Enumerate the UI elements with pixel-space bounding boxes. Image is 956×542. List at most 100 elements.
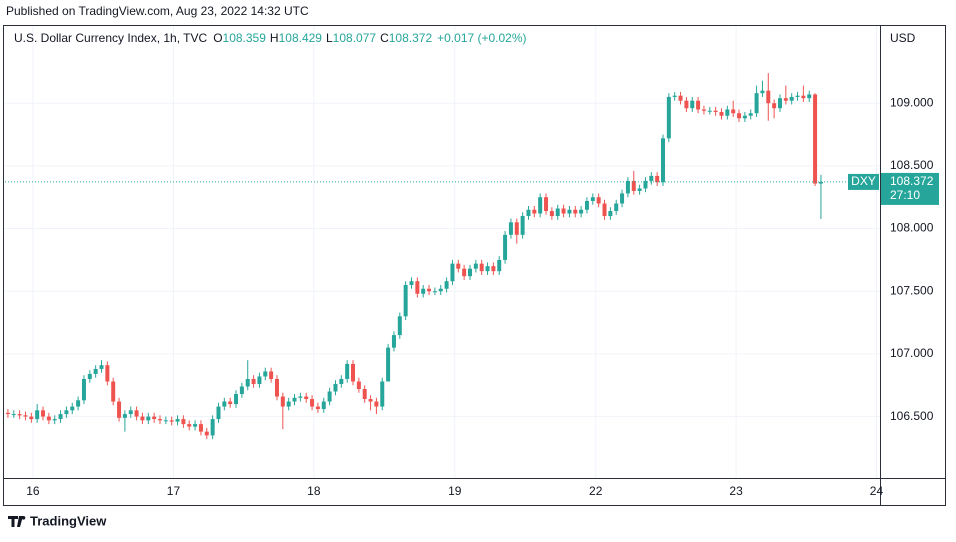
candle-body bbox=[198, 424, 203, 432]
candle-body bbox=[99, 365, 104, 369]
x-tick-label: 22 bbox=[589, 484, 603, 498]
candle-body bbox=[614, 203, 619, 212]
candle-body bbox=[146, 416, 151, 421]
candle-body bbox=[678, 95, 683, 101]
candle-body bbox=[345, 363, 350, 379]
candle-body bbox=[473, 263, 478, 269]
candle-body bbox=[538, 197, 543, 214]
candle-body bbox=[46, 416, 51, 421]
candle-body bbox=[310, 399, 315, 407]
candle-body bbox=[274, 378, 279, 397]
candle-body bbox=[690, 100, 695, 109]
candles bbox=[5, 73, 880, 440]
candle-body bbox=[754, 93, 759, 114]
symbol-label: DXY bbox=[851, 174, 876, 188]
candle-body bbox=[105, 365, 110, 382]
candle-body bbox=[532, 209, 537, 214]
candle-body bbox=[503, 234, 508, 260]
candle-body bbox=[210, 419, 215, 436]
candle-body bbox=[777, 98, 782, 109]
candle-body bbox=[672, 95, 677, 97]
header-key: L bbox=[326, 31, 333, 45]
candle-body bbox=[737, 113, 742, 119]
candle-body bbox=[403, 284, 408, 317]
candle-body bbox=[356, 381, 361, 390]
candle-body bbox=[187, 424, 192, 427]
price-label: 108.372 bbox=[890, 174, 934, 188]
y-tick-label: 108.500 bbox=[890, 158, 934, 172]
candle-body bbox=[169, 420, 174, 422]
header-title: U.S. Dollar Currency Index, 1h, TVC bbox=[14, 31, 208, 45]
candle-body bbox=[298, 396, 303, 398]
candle-body bbox=[64, 410, 69, 415]
candle-body bbox=[701, 109, 706, 111]
candle-body bbox=[35, 410, 40, 420]
candle-body bbox=[497, 259, 502, 272]
candle-body bbox=[467, 268, 472, 277]
candle-body bbox=[304, 396, 309, 400]
candle-body bbox=[421, 288, 426, 294]
candle-body bbox=[438, 288, 443, 292]
candle-body bbox=[397, 316, 402, 336]
candle-body bbox=[122, 414, 127, 418]
candle-body bbox=[163, 420, 168, 422]
candle-body bbox=[432, 291, 437, 293]
candle-body bbox=[222, 401, 227, 407]
price-tag bbox=[881, 172, 939, 205]
candle-body bbox=[427, 288, 432, 292]
candle-body bbox=[590, 197, 595, 201]
candle-body bbox=[134, 410, 139, 417]
candle-body bbox=[514, 222, 519, 235]
candle-body bbox=[269, 371, 274, 379]
candle-body bbox=[245, 378, 250, 387]
candle-body bbox=[731, 109, 736, 114]
brand-name: TradingView bbox=[30, 513, 107, 528]
candle-body bbox=[789, 96, 794, 101]
currency-label: USD bbox=[890, 31, 916, 45]
candle-body bbox=[368, 399, 373, 402]
candle-body bbox=[485, 266, 490, 272]
candle-body bbox=[707, 110, 712, 112]
candle-body bbox=[321, 401, 326, 410]
candle-body bbox=[561, 208, 566, 214]
countdown-label: 27:10 bbox=[890, 188, 920, 202]
y-tick-label: 107.000 bbox=[890, 346, 934, 360]
candle-body bbox=[620, 193, 625, 204]
header-key: C bbox=[380, 31, 389, 45]
brand-logo: TradingView bbox=[8, 513, 107, 528]
candle-body bbox=[520, 216, 525, 235]
candle-body bbox=[181, 419, 186, 425]
candle-body bbox=[444, 281, 449, 289]
candle-body bbox=[795, 95, 800, 97]
candle-body bbox=[333, 383, 338, 392]
x-tick-label: 17 bbox=[167, 484, 181, 498]
candle-body bbox=[386, 347, 391, 382]
candle-body bbox=[216, 406, 221, 420]
header-value: 108.429 bbox=[279, 31, 323, 45]
x-tick-label: 24 bbox=[870, 484, 884, 498]
candle-body bbox=[491, 266, 496, 272]
candle-body bbox=[391, 335, 396, 348]
y-tick-label: 109.000 bbox=[890, 95, 934, 109]
candle-body bbox=[818, 181, 823, 184]
candle-body bbox=[409, 281, 414, 285]
y-tick-label: 108.000 bbox=[890, 221, 934, 235]
candle-body bbox=[23, 415, 28, 417]
chart-frame bbox=[3, 25, 946, 506]
candle-body bbox=[549, 211, 554, 217]
x-tick-label: 16 bbox=[26, 484, 40, 498]
candle-body bbox=[351, 363, 356, 382]
candle-body bbox=[508, 222, 513, 235]
candle-body bbox=[204, 431, 209, 436]
candle-body bbox=[157, 419, 162, 421]
candle-body bbox=[52, 419, 57, 421]
candle-body bbox=[584, 200, 589, 210]
candle-body bbox=[655, 175, 660, 183]
candle-body bbox=[456, 263, 461, 269]
candle-body bbox=[579, 209, 584, 214]
candle-body bbox=[175, 419, 180, 422]
candle-body bbox=[567, 209, 572, 214]
candle-body bbox=[239, 386, 244, 395]
candle-body bbox=[479, 263, 484, 272]
